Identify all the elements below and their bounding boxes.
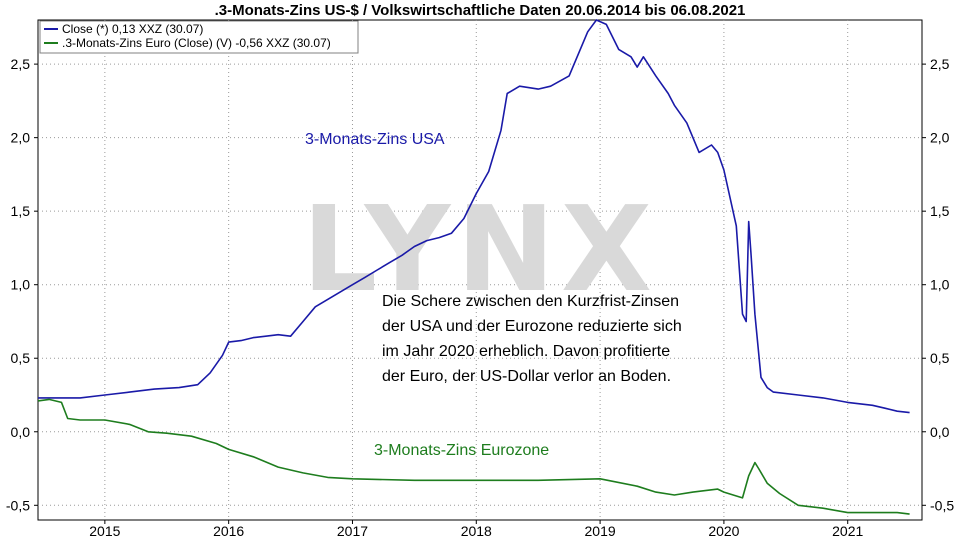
x-tick-label: 2017 [337,523,368,539]
axis-ticks: -0,5 -0,5 0,0 0,0 0,5 0,5 1,0 1,0 1,5 1,5 2,0 2,0 2,… [6,56,954,539]
legend-entry: Close (*) 0,13 XXZ (30.07) [62,22,203,36]
annotation-text-line: Die Schere zwischen den Kurzfrist-Zinsen [382,293,679,310]
series-line-usa [38,19,910,414]
legend-entry: .3-Monats-Zins Euro (Close) (V) -0,56 XX… [62,36,331,50]
x-tick-label: 2019 [585,523,616,539]
y-tick-label-left: -0,5 [6,497,30,513]
y-tick-label-left: 0,0 [11,424,31,440]
y-tick-label-right: 0,0 [930,424,950,440]
series-layer [37,19,910,515]
annotations: 3-Monats-Zins USA 3-Monats-Zins Eurozone D… [305,131,682,459]
y-tick-label-left: 1,0 [11,277,31,293]
y-tick-label-right: 1,5 [930,203,950,219]
y-tick-label-left: 1,5 [11,203,31,219]
y-tick-label-right: 0,5 [930,350,950,366]
y-tick-label-right: 2,5 [930,56,950,72]
x-tick-label: 2015 [89,523,120,539]
x-tick-label: 2016 [213,523,244,539]
chart-title: .3-Monats-Zins US-$ / Volkswirtschaftlic… [215,2,746,19]
y-tick-label-right: -0,5 [930,497,954,513]
watermark-lynx: LYNX [302,180,658,318]
grid [38,20,922,520]
annotation-text-line: im Jahr 2020 erheblich. Davon profitiert… [382,343,670,360]
annotation-text-line: der Euro, der US-Dollar verlor an Boden. [382,368,671,385]
annotation-eurozone-label: 3-Monats-Zins Eurozone [374,442,549,459]
annotation-usa-label: 3-Monats-Zins USA [305,131,445,148]
x-tick-label: 2020 [708,523,739,539]
legend-box [39,20,359,54]
y-tick-label-right: 2,0 [930,130,950,146]
y-tick-label-left: 2,5 [11,56,31,72]
legend: Close (*) 0,13 XXZ (30.07).3-Monats-Zins… [39,20,359,54]
plot-area [37,19,923,521]
x-tick-label: 2018 [461,523,492,539]
annotation-text-line: der USA und der Eurozone reduzierte sich [382,318,682,335]
y-tick-label-left: 2,0 [11,130,31,146]
y-tick-label-right: 1,0 [930,277,950,293]
x-tick-label: 2021 [832,523,863,539]
series-line-eurozone [37,398,910,515]
y-tick-label-left: 0,5 [11,350,31,366]
